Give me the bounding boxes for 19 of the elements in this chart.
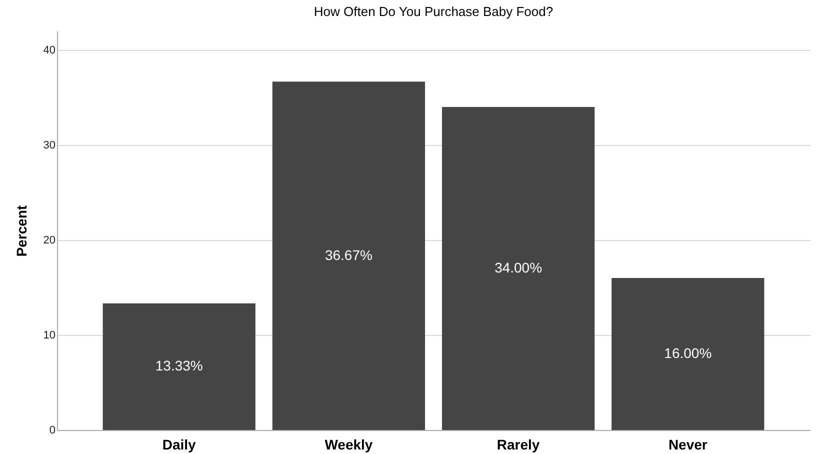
data-label: 13.33% (155, 358, 203, 374)
y-tick-label: 40 (43, 44, 56, 56)
x-tick-label: Rarely (496, 436, 540, 452)
bar (272, 82, 426, 430)
data-label: 36.67% (324, 246, 372, 263)
bar (442, 107, 595, 430)
y-tick-label: 0 (49, 424, 56, 436)
y-tick-label: 10 (43, 330, 56, 342)
y-axis-title: Percent (13, 204, 30, 257)
bar (102, 303, 256, 430)
y-tick-label: 20 (43, 234, 56, 246)
chart-title: How Often Do You Purchase Baby Food? (314, 4, 554, 19)
data-label: 34.00% (494, 260, 542, 276)
y-tick-label: 30 (43, 140, 56, 152)
x-tick-label: Weekly (324, 436, 373, 452)
data-label: 16.00% (664, 345, 712, 361)
bar (612, 278, 764, 430)
x-tick-label: Daily (162, 436, 196, 452)
x-tick-label: Never (668, 436, 708, 452)
